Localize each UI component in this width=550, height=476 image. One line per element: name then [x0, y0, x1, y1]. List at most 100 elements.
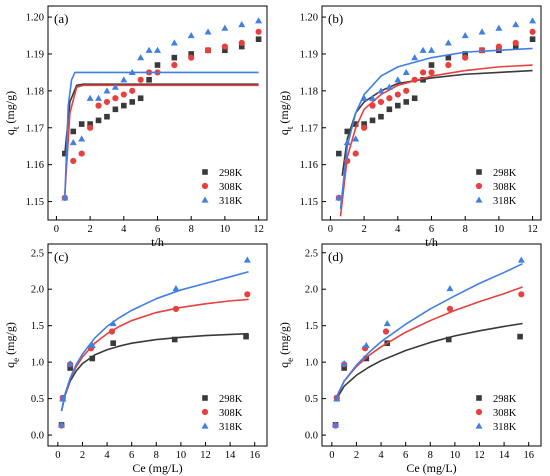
data-point-298K — [222, 47, 228, 54]
data-point-318K — [478, 28, 486, 35]
data-point-318K — [369, 94, 377, 101]
y-tick-label: 1.17 — [26, 123, 44, 134]
y-tick-label: 0.0 — [31, 431, 44, 442]
panel-c: 0 2 4 6 8 10 12 14 16 0.0 0.5 1.0 1.5 2.0 2.5 Ce (mg/L)… — [3, 243, 268, 475]
legend: 298K 308K 318K — [475, 168, 517, 207]
data-point-308K — [188, 54, 195, 61]
fit-line-308K — [64, 84, 259, 195]
data-point-298K — [146, 76, 152, 83]
data-point-318K — [137, 54, 145, 61]
x-tick-label: 8 — [463, 224, 468, 235]
data-point-318K — [512, 20, 520, 28]
data-point-298K — [243, 333, 249, 340]
series-298K — [62, 36, 262, 157]
data-point-318K — [343, 139, 351, 146]
data-point-318K — [495, 24, 503, 31]
legend-label: 298K — [219, 394, 243, 405]
data-point-298K — [78, 121, 85, 127]
data-point-298K — [104, 113, 110, 120]
data-point-308K — [428, 69, 435, 76]
y-tick-label: 1.20 — [26, 13, 44, 24]
legend-label: 298K — [493, 168, 517, 179]
y-axis-label: qe (mg/g) — [3, 322, 21, 368]
y-tick-label: 1.15 — [26, 197, 44, 208]
y-tick-label: 1.5 — [31, 321, 44, 332]
data-point-308K — [512, 39, 519, 46]
data-point-298K — [341, 365, 347, 371]
data-point-318K — [145, 46, 153, 53]
data-point-318K — [243, 256, 251, 263]
data-point-298K — [445, 54, 452, 61]
y-tick-label: 1.19 — [300, 49, 318, 60]
fit-line-318K — [60, 270, 249, 412]
data-point-318K — [517, 256, 525, 263]
data-point-308K — [244, 291, 251, 298]
y-tick-label: 1.18 — [26, 86, 44, 97]
series-318K — [61, 17, 263, 201]
data-point-308K — [446, 305, 454, 313]
fit-line-298K — [336, 322, 523, 400]
data-point-318K — [69, 139, 77, 146]
panel-label: (d) — [328, 249, 343, 264]
y-tick-label: 2.0 — [31, 285, 44, 296]
x-tick-label: 10 — [494, 224, 505, 235]
data-point-318K — [411, 54, 419, 61]
legend-marker-308K — [475, 182, 483, 190]
x-tick-label: 14 — [499, 450, 510, 461]
x-tick-label: 4 — [121, 224, 127, 235]
legend-marker-318K — [201, 196, 209, 203]
x-axis-label: Ce (mg/L) — [132, 461, 182, 475]
fit-line-298K — [64, 83, 259, 154]
data-point-318K — [340, 360, 348, 367]
data-point-298K — [428, 62, 435, 68]
x-tick-label: 12 — [474, 450, 485, 461]
y-tick-label: 0.0 — [305, 431, 318, 442]
x-tick-label: 0 — [329, 450, 334, 461]
data-point-308K — [103, 98, 111, 106]
plot-frame — [321, 243, 542, 447]
x-tick-label: 6 — [429, 224, 434, 235]
x-tick-label: 12 — [527, 224, 538, 235]
data-point-308K — [120, 91, 127, 98]
data-point-318K — [103, 87, 111, 94]
y-axis-label: qe (mg/g) — [277, 322, 295, 368]
x-tick-label: 8 — [428, 450, 433, 461]
data-point-308K — [238, 39, 245, 46]
panel-label: (b) — [328, 11, 343, 26]
data-point-298K — [462, 51, 468, 57]
x-tick-label: 8 — [189, 224, 194, 235]
x-tick-label: 10 — [220, 224, 231, 235]
x-tick-label: 2 — [361, 224, 366, 235]
y-tick-label: 1.19 — [26, 49, 44, 60]
data-point-318K — [333, 395, 341, 402]
data-point-298K — [395, 102, 401, 109]
data-point-298K — [89, 355, 96, 362]
legend-label: 318K — [219, 422, 243, 433]
data-point-308K — [403, 87, 410, 94]
series-318K — [335, 17, 537, 210]
data-point-318K — [419, 46, 427, 53]
y-tick-label: 0.5 — [305, 394, 318, 405]
data-point-298K — [87, 121, 93, 127]
data-point-318K — [154, 46, 161, 53]
data-point-298K — [112, 106, 119, 113]
panel-d: 0 2 4 6 8 10 12 14 16 0.0 0.5 1.0 1.5 2.0 2.5 Ce (mg/L)… — [277, 243, 542, 475]
data-point-318K — [360, 94, 368, 101]
data-point-298K — [255, 36, 262, 43]
data-point-308K — [382, 328, 390, 335]
x-axis-label: Ce (mg/L) — [406, 461, 456, 475]
data-point-318K — [385, 83, 393, 90]
data-point-298K — [171, 54, 178, 61]
y-tick-label: 1.16 — [26, 160, 44, 171]
data-point-318K — [402, 68, 410, 76]
legend-marker-308K — [201, 408, 209, 416]
legend-marker-298K — [476, 395, 482, 401]
x-tick-label: 0 — [328, 224, 333, 235]
data-point-298K — [411, 95, 418, 102]
series-318K — [332, 256, 525, 428]
x-tick-label: 4 — [104, 450, 110, 461]
data-point-318K — [109, 319, 117, 327]
data-point-298K — [512, 43, 519, 50]
x-tick-label: 0 — [54, 224, 59, 235]
